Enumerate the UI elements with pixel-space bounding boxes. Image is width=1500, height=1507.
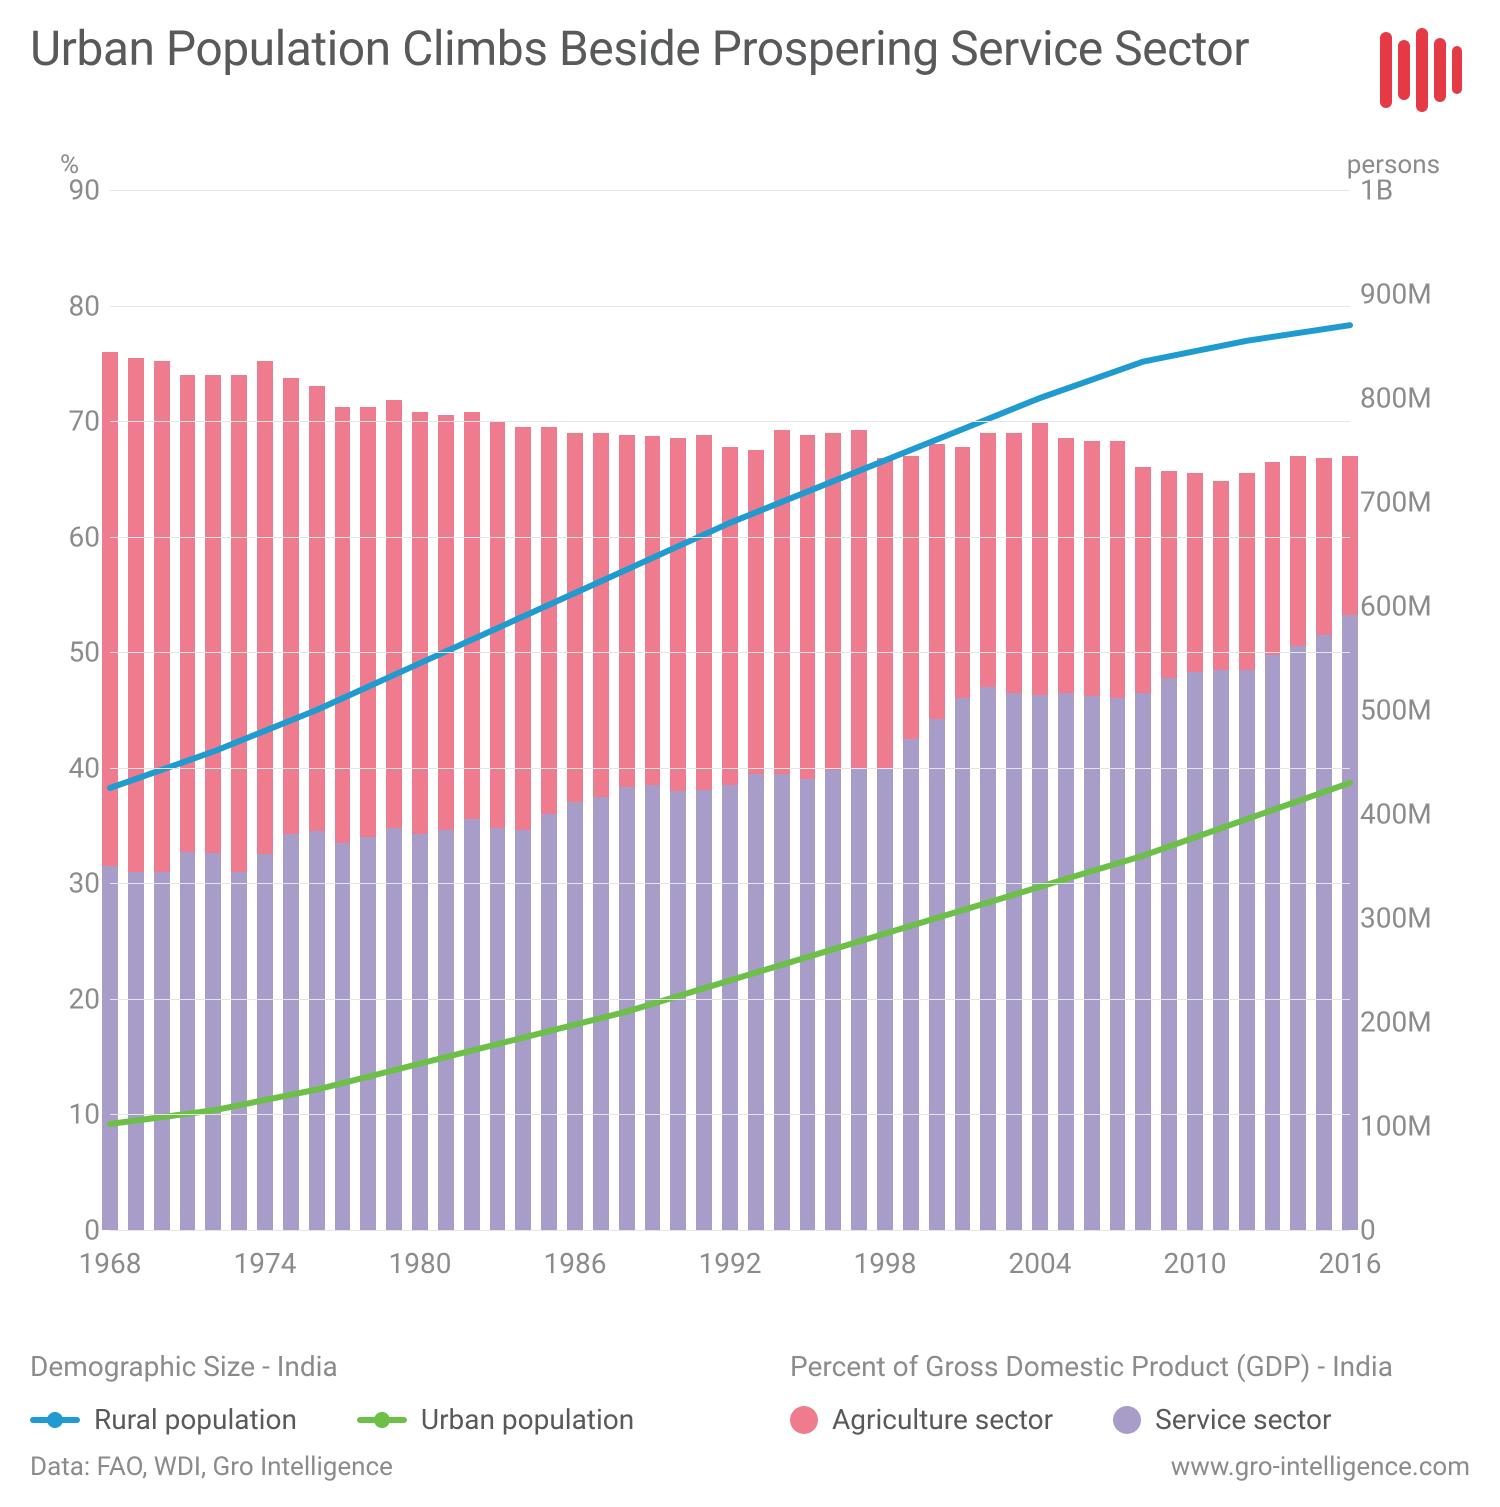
ytick-right: 500M xyxy=(1360,694,1460,727)
xtick: 2016 xyxy=(1319,1247,1382,1280)
xtick: 1974 xyxy=(234,1247,297,1280)
ytick-right: 300M xyxy=(1360,902,1460,935)
header: Urban Population Climbs Beside Prosperin… xyxy=(30,20,1470,120)
legend-item-service-sector: Service sector xyxy=(1113,1403,1331,1436)
gridline xyxy=(110,537,1350,538)
lines-layer xyxy=(110,190,1350,1230)
gridline xyxy=(110,883,1350,884)
gridline xyxy=(110,999,1350,1000)
ytick-left: 20 xyxy=(40,982,100,1015)
gridline xyxy=(110,1230,1350,1231)
footer-url: www.gro-intelligence.com xyxy=(1171,1452,1470,1482)
legend-right-title: Percent of Gross Domestic Product (GDP) … xyxy=(790,1350,1470,1383)
ytick-right: 400M xyxy=(1360,798,1460,831)
ytick-right: 700M xyxy=(1360,486,1460,519)
ytick-right: 1B xyxy=(1360,174,1460,207)
footer-source: Data: FAO, WDI, Gro Intelligence xyxy=(30,1452,393,1482)
legend-item-rural-population: Rural population xyxy=(30,1403,297,1436)
gridline xyxy=(110,190,1350,191)
legend-label: Rural population xyxy=(94,1403,297,1436)
legend-line-swatch xyxy=(30,1417,80,1423)
plot-area: 01020304050607080900100M200M300M400M500M… xyxy=(110,190,1350,1230)
chart: % persons 01020304050607080900100M200M30… xyxy=(30,150,1470,1290)
xtick: 1998 xyxy=(854,1247,917,1280)
ytick-right: 600M xyxy=(1360,590,1460,623)
ytick-left: 80 xyxy=(40,289,100,322)
gro-logo xyxy=(1370,20,1470,120)
legend-line-swatch xyxy=(357,1417,407,1423)
ytick-left: 50 xyxy=(40,636,100,669)
legend-left: Demographic Size - India Rural populatio… xyxy=(30,1350,710,1436)
xtick: 1986 xyxy=(544,1247,607,1280)
ytick-left: 70 xyxy=(40,405,100,438)
legend-left-title: Demographic Size - India xyxy=(30,1350,710,1383)
line-rural-population xyxy=(110,325,1350,788)
legend-label: Urban population xyxy=(421,1403,634,1436)
legend-item-agriculture-sector: Agriculture sector xyxy=(790,1403,1053,1436)
legend-dot-swatch xyxy=(790,1406,818,1434)
gridline xyxy=(110,652,1350,653)
ytick-right: 900M xyxy=(1360,278,1460,311)
xtick: 2004 xyxy=(1009,1247,1072,1280)
legend-label: Service sector xyxy=(1155,1403,1331,1436)
xtick: 1980 xyxy=(389,1247,452,1280)
xtick: 1992 xyxy=(699,1247,762,1280)
ytick-left: 10 xyxy=(40,1098,100,1131)
legend-label: Agriculture sector xyxy=(832,1403,1053,1436)
legend-item-urban-population: Urban population xyxy=(357,1403,634,1436)
ytick-left: 40 xyxy=(40,751,100,784)
ytick-left: 0 xyxy=(40,1214,100,1247)
xtick: 2010 xyxy=(1164,1247,1227,1280)
gridline xyxy=(110,421,1350,422)
legend: Demographic Size - India Rural populatio… xyxy=(30,1350,1470,1436)
legend-right: Percent of Gross Domestic Product (GDP) … xyxy=(790,1350,1470,1436)
legend-dot-swatch xyxy=(1113,1406,1141,1434)
ytick-right: 200M xyxy=(1360,1006,1460,1039)
gridline xyxy=(110,1114,1350,1115)
gridline xyxy=(110,306,1350,307)
ytick-left: 90 xyxy=(40,174,100,207)
line-urban-population xyxy=(110,783,1350,1124)
gridline xyxy=(110,768,1350,769)
ytick-left: 60 xyxy=(40,520,100,553)
ytick-right: 0 xyxy=(1360,1214,1460,1247)
footer: Data: FAO, WDI, Gro Intelligence www.gro… xyxy=(30,1452,1470,1482)
ytick-left: 30 xyxy=(40,867,100,900)
xtick: 1968 xyxy=(79,1247,142,1280)
ytick-right: 800M xyxy=(1360,382,1460,415)
page-title: Urban Population Climbs Beside Prosperin… xyxy=(30,20,1249,78)
ytick-right: 100M xyxy=(1360,1110,1460,1143)
